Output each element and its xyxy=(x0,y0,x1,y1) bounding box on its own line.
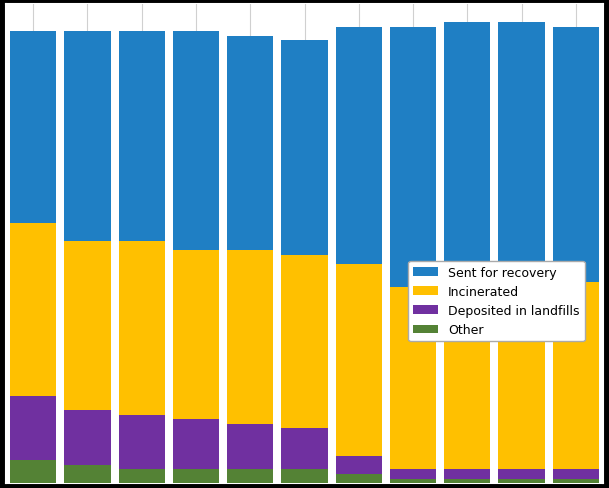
Bar xyxy=(119,469,165,483)
Bar xyxy=(553,479,599,483)
Bar xyxy=(444,23,490,287)
Bar xyxy=(336,28,382,264)
Bar xyxy=(336,456,382,474)
Bar xyxy=(65,465,110,483)
Bar xyxy=(10,397,56,460)
Bar xyxy=(65,410,110,465)
Bar xyxy=(390,479,436,483)
Bar xyxy=(227,37,273,251)
Bar xyxy=(173,251,219,419)
Bar xyxy=(553,469,599,479)
Bar xyxy=(336,474,382,483)
Bar xyxy=(553,283,599,469)
Bar xyxy=(281,255,328,428)
Bar xyxy=(498,283,544,469)
Bar xyxy=(227,469,273,483)
Bar xyxy=(10,32,56,224)
Bar xyxy=(444,287,490,469)
Bar xyxy=(390,287,436,469)
Bar xyxy=(119,32,165,242)
Bar xyxy=(65,242,110,410)
Bar xyxy=(553,28,599,283)
Bar xyxy=(173,469,219,483)
Bar xyxy=(173,419,219,469)
Bar xyxy=(336,264,382,456)
Bar xyxy=(281,41,328,255)
Bar xyxy=(119,242,165,415)
Bar xyxy=(281,428,328,469)
Bar xyxy=(281,469,328,483)
Bar xyxy=(173,32,219,251)
Bar xyxy=(498,479,544,483)
Bar xyxy=(390,28,436,287)
Bar xyxy=(390,469,436,479)
Bar xyxy=(10,224,56,397)
Bar xyxy=(10,460,56,483)
Bar xyxy=(498,23,544,283)
Bar xyxy=(227,251,273,424)
Bar xyxy=(498,469,544,479)
Legend: Sent for recovery, Incinerated, Deposited in landfills, Other: Sent for recovery, Incinerated, Deposite… xyxy=(408,261,585,342)
Bar xyxy=(227,424,273,469)
Bar xyxy=(444,469,490,479)
Bar xyxy=(65,32,110,242)
Bar xyxy=(444,479,490,483)
Bar xyxy=(119,415,165,469)
